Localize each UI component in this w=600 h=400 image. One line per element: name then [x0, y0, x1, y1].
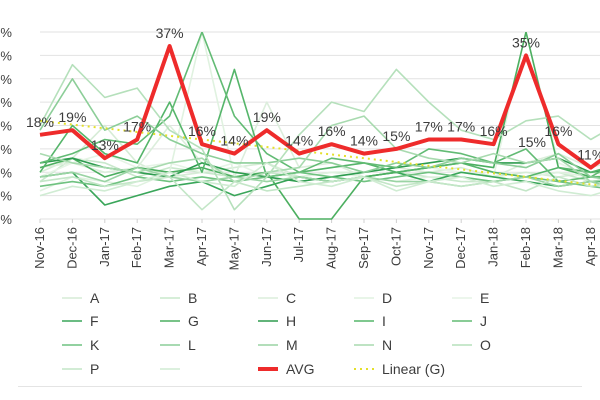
x-tick-label: Apr-18	[583, 227, 598, 266]
legend-label: B	[188, 290, 197, 306]
legend-label: J	[480, 313, 487, 329]
legend-label: P	[90, 361, 99, 377]
legend: A B C D E F G H I J K L M N O P AVG Linear (G)	[62, 290, 491, 377]
avg-data-label: 15%	[518, 134, 546, 150]
avg-data-label: 14%	[350, 133, 378, 149]
legend-label: G	[188, 313, 199, 329]
series-line-p	[39, 176, 600, 211]
y-tick-label: 10%	[0, 165, 12, 180]
series-line-o	[39, 63, 600, 211]
bottom-divider	[18, 386, 582, 387]
x-tick-label: Sep-17	[356, 227, 371, 269]
avg-data-label: 14%	[220, 133, 248, 149]
x-tick-label: Dec-16	[64, 227, 79, 269]
x-tick-label: Nov-17	[421, 227, 436, 269]
avg-data-label: 11%	[577, 147, 600, 163]
series-line-n	[39, 115, 600, 183]
series-line-unnamed	[39, 162, 600, 197]
legend-label: Linear (G)	[382, 361, 445, 377]
legend-label: A	[90, 290, 100, 306]
avg-data-label: 19%	[253, 109, 281, 125]
avg-data-label: 18%	[26, 114, 54, 130]
y-axis-ticks: 0% 5% 10% 15% 20% 25% 30% 35% 40%	[0, 25, 12, 227]
x-tick-label: Dec-17	[453, 227, 468, 269]
legend-label: I	[382, 313, 386, 329]
legend-label: AVG	[286, 361, 315, 377]
avg-data-label: 14%	[285, 133, 313, 149]
x-tick-label: Nov-16	[32, 227, 47, 269]
series-line-j	[39, 32, 600, 183]
legend-label: N	[382, 337, 392, 353]
series-line-avg	[39, 44, 600, 170]
x-tick-label: Feb-17	[129, 227, 144, 268]
y-tick-label: 5%	[0, 189, 12, 204]
x-tick-label: Feb-18	[518, 227, 533, 268]
x-tick-label: Jan-17	[97, 227, 112, 267]
series-line-linear-g	[39, 119, 600, 187]
legend-label: E	[480, 290, 489, 306]
avg-data-label: 17%	[447, 119, 475, 135]
avg-data-label: 17%	[415, 119, 443, 135]
avg-data-label: 35%	[512, 34, 540, 50]
legend-label: F	[90, 313, 99, 329]
series-line-e	[39, 32, 600, 178]
y-tick-label: 40%	[0, 25, 12, 40]
y-tick-label: 20%	[0, 119, 12, 134]
avg-data-label: 17%	[123, 119, 151, 135]
x-tick-label: Jul-17	[291, 227, 306, 262]
y-tick-label: 15%	[0, 142, 12, 157]
x-tick-label: Apr-17	[194, 227, 209, 266]
x-tick-label: Mar-18	[550, 227, 565, 268]
x-tick-label: Jun-17	[259, 227, 274, 267]
avg-data-label: 16%	[544, 123, 572, 139]
y-tick-label: 0%	[0, 212, 12, 227]
y-tick-label: 35%	[0, 48, 12, 63]
avg-data-label: 16%	[480, 123, 508, 139]
avg-data-label: 19%	[58, 109, 86, 125]
series-line-l	[39, 78, 600, 180]
avg-data-label: 13%	[91, 137, 119, 153]
data-labels: 18% 19%13%17%37%16%14%19%14%16%14% 15%17% 1…	[26, 25, 600, 163]
x-tick-label: Aug-17	[324, 227, 339, 269]
x-tick-label: Jan-18	[486, 227, 501, 267]
series-lines	[39, 32, 600, 220]
legend-label: O	[480, 337, 491, 353]
legend-label: D	[382, 290, 392, 306]
x-tick-label: Oct-17	[388, 227, 403, 266]
legend-label: C	[286, 290, 296, 306]
avg-data-label: 16%	[318, 123, 346, 139]
y-tick-label: 30%	[0, 72, 12, 87]
x-axis-ticks: Nov-16 Dec-16 Jan-17 Feb-17 Mar-17 Apr-17 May-…	[32, 219, 598, 270]
legend-label: H	[286, 313, 296, 329]
legend-label: M	[286, 337, 298, 353]
legend-label: L	[188, 337, 196, 353]
y-tick-label: 25%	[0, 95, 12, 110]
avg-data-label: 16%	[188, 123, 216, 139]
x-tick-label: May-17	[226, 227, 241, 270]
x-tick-label: Mar-17	[162, 227, 177, 268]
avg-data-label: 37%	[156, 25, 184, 41]
legend-label: K	[90, 337, 100, 353]
avg-data-label: 15%	[382, 128, 410, 144]
